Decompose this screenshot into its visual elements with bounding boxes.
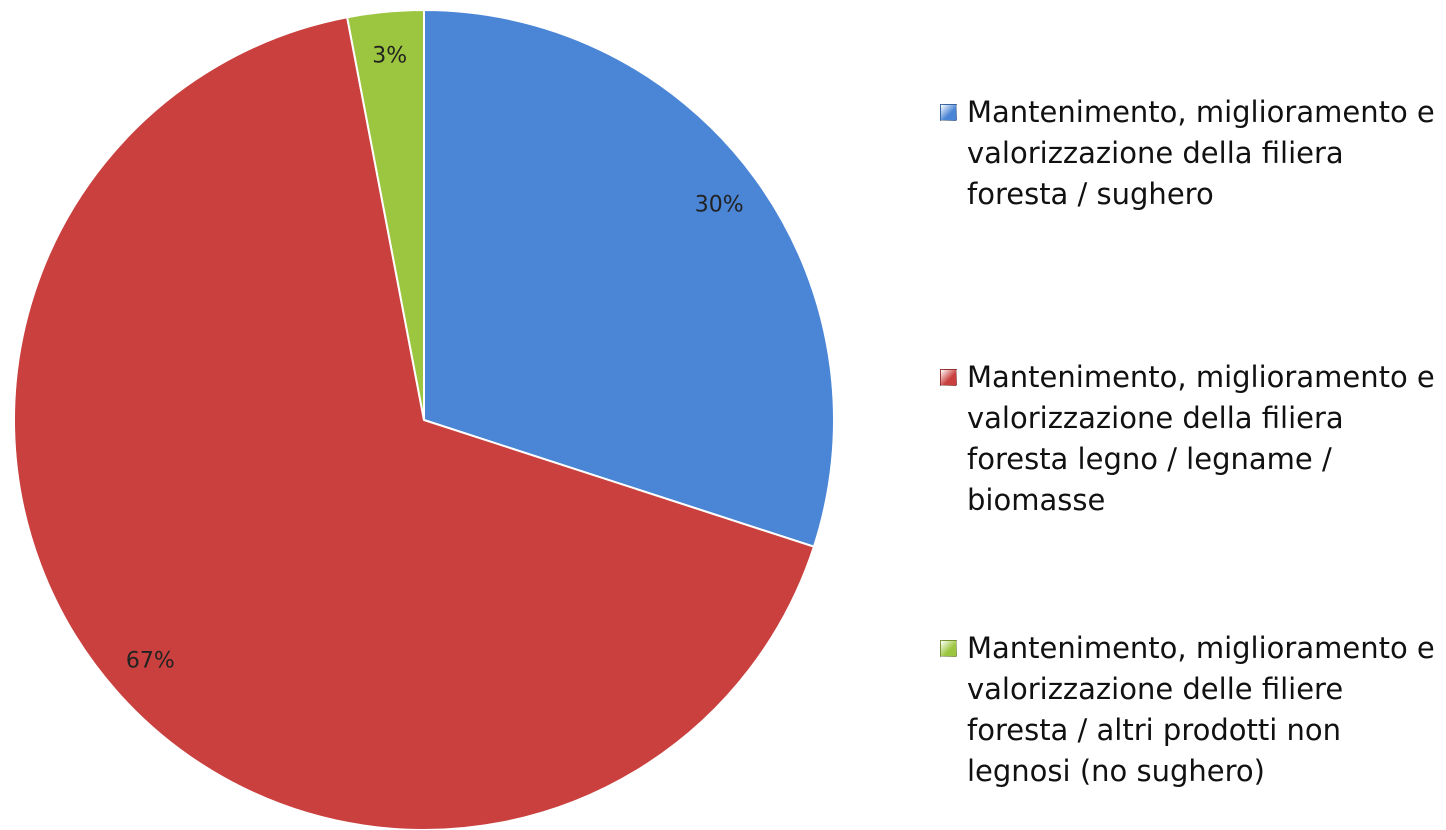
legend-item: Mantenimento, miglioramento e valorizzaz… <box>940 628 1440 792</box>
pie-slice <box>423 8 835 548</box>
legend-swatch <box>940 104 957 121</box>
pie-slice <box>346 8 425 421</box>
data-label: 3% <box>372 44 407 69</box>
pie-area: 30% 67% 3% <box>13 8 835 830</box>
legend-label: Mantenimento, miglioramento e valorizzaz… <box>967 631 1435 788</box>
legend-swatch <box>940 369 957 386</box>
legend-swatch <box>940 640 957 657</box>
pie-slice <box>13 16 816 830</box>
data-label: 67% <box>126 648 175 673</box>
legend-label: Mantenimento, miglioramento e valorizzaz… <box>967 360 1435 517</box>
legend-label: Mantenimento, miglioramento e valorizzaz… <box>967 95 1435 211</box>
legend-item: Mantenimento, miglioramento e valorizzaz… <box>940 357 1440 521</box>
legend-item: Mantenimento, miglioramento e valorizzaz… <box>940 92 1440 215</box>
data-label: 30% <box>695 193 744 218</box>
legend: Mantenimento, miglioramento e valorizzaz… <box>940 0 1440 830</box>
